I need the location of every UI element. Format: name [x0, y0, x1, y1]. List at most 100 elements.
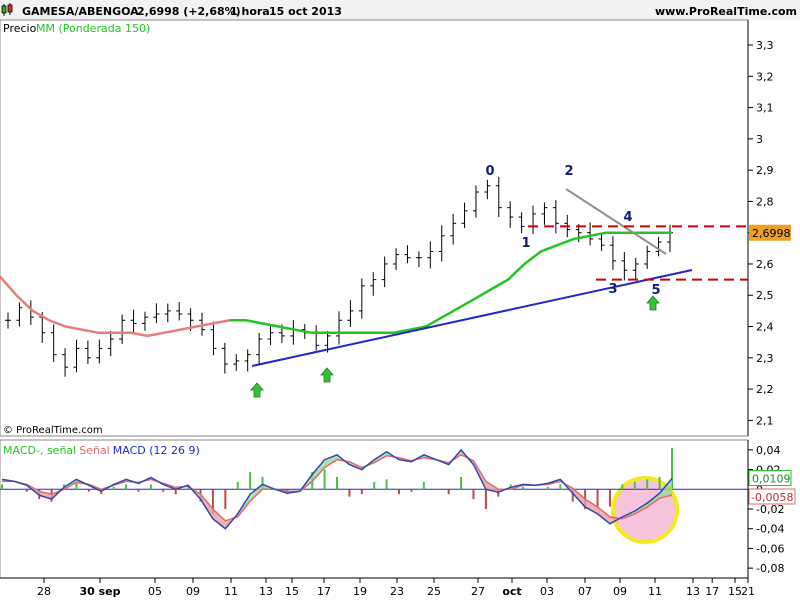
time-tick-label: 09 [613, 585, 627, 598]
legend-signal-label: Señal [79, 444, 110, 457]
price-bar [552, 200, 559, 234]
wave-label: 1 [521, 236, 530, 251]
time-tick-label: 05 [148, 585, 162, 598]
ma-line-segment [0, 275, 230, 338]
time-tick-label: oct [502, 585, 521, 598]
price-bar [587, 222, 594, 246]
price-tick-label: 2,2 [756, 383, 774, 396]
chart-title: GAMESA/ABENGOA [22, 5, 139, 18]
price-bar [518, 212, 525, 234]
time-tick-label: 27 [471, 585, 485, 598]
signal-value-badge [748, 488, 796, 505]
price-bar [244, 349, 251, 372]
macd-tick-label: 0,04 [756, 444, 781, 457]
time-tick-label: 23 [390, 585, 404, 598]
macd-legend: MACD-, señal Señal MACD (12 26 9) [3, 444, 200, 457]
time-tick-label: 07 [578, 585, 592, 598]
ma-line-segment [229, 231, 672, 335]
price-bar [210, 321, 217, 356]
macd-tick-label: -0,06 [756, 542, 784, 555]
macd-tick-label: -0,08 [756, 562, 784, 575]
macd-value-label: 0,0109 [752, 473, 791, 486]
price-bar [655, 236, 662, 257]
support-trendline [251, 269, 693, 367]
wave-label: 2 [564, 164, 573, 179]
macd-value-badge [748, 470, 792, 487]
macd-fill-segment [659, 478, 672, 499]
time-tick-label: 09 [186, 585, 200, 598]
price-bar [73, 339, 80, 373]
price-tick-label: 3,3 [756, 39, 774, 52]
price-bar [141, 311, 148, 331]
price-bar [84, 340, 91, 364]
price-bar [62, 348, 69, 377]
header-bar [0, 0, 800, 20]
price-bar [107, 330, 114, 357]
site-url: www.ProRealTime.com [655, 5, 797, 18]
price-bar [370, 272, 377, 296]
legend-macd-label: MACD- [3, 444, 40, 457]
time-tick-label: 15 [728, 585, 742, 598]
macd-plot: 0,0109 -0,0058 [0, 448, 796, 544]
time-tick-label: 15 [285, 585, 299, 598]
falling-trendline [565, 188, 667, 255]
macd-fill-segment [585, 499, 598, 514]
time-tick-label: 17 [317, 585, 331, 598]
legend-price: Precio [3, 22, 37, 35]
price-bar [472, 185, 479, 218]
time-tick-label: 25 [427, 585, 441, 598]
macd-tick-label: -0,02 [756, 503, 784, 516]
header-date: 15 oct 2013 [269, 5, 342, 18]
price-tick-label: 3 [756, 133, 763, 146]
signal-value-label: -0,0058 [751, 491, 793, 504]
wave-label: 5 [651, 283, 660, 298]
price-bar [404, 245, 411, 264]
legend-macd-name: MACD (12 26 9) [113, 444, 200, 457]
price-bar [507, 201, 514, 228]
price-bar [609, 236, 616, 270]
time-tick-label: 30 sep [79, 585, 120, 598]
price-tick-label: 3,2 [756, 70, 774, 83]
wave-label: 3 [608, 282, 617, 297]
macd-fill-segment [312, 459, 325, 482]
time-tick-label: 17 [705, 585, 719, 598]
macd-fill-segment [39, 491, 52, 500]
price-bar [153, 303, 160, 324]
price-tick-label: 2,6 [756, 258, 774, 271]
price-bar [644, 245, 651, 269]
time-tick-label: 19 [353, 585, 367, 598]
last-price-badge [749, 224, 791, 241]
wave-label: 4 [623, 210, 632, 225]
time-tick-label: 28 [37, 585, 51, 598]
price-bar [119, 314, 126, 345]
time-tick-label: 11 [224, 585, 238, 598]
copyright-note: © ProRealTime.com [3, 425, 103, 436]
price-bar [484, 179, 491, 200]
price-tick-label: 2,5 [756, 289, 774, 302]
candlestick-icon [1, 3, 13, 16]
price-bar [598, 234, 605, 251]
price-tick-label: 2,8 [756, 195, 774, 208]
price-bar [256, 332, 263, 365]
macd-fill-segment [324, 454, 337, 468]
price-bar [438, 225, 445, 262]
price-bar [130, 309, 137, 335]
price-bar [221, 342, 228, 374]
price-bar [5, 312, 11, 329]
macd-y-axis: 0,040,020-0,02-0,04-0,06-0,08 [747, 440, 784, 578]
price-bar [381, 256, 388, 288]
price-bar [16, 302, 23, 327]
legend-ma: MM (Ponderada 150) [36, 22, 150, 35]
macd-fill-segment [250, 484, 263, 502]
buy-arrow-icon [250, 382, 264, 398]
price-bar [347, 300, 354, 327]
price-bar [164, 303, 171, 323]
price-bar [461, 202, 468, 229]
legend-macd-sep: , señal [40, 444, 76, 457]
price-bar [415, 251, 422, 268]
price-bar [233, 354, 240, 371]
price-bar [176, 301, 183, 321]
price-bar [450, 213, 457, 245]
quote-value: 2,6998 (+2,68%) [137, 5, 241, 18]
price-bar [495, 176, 502, 217]
